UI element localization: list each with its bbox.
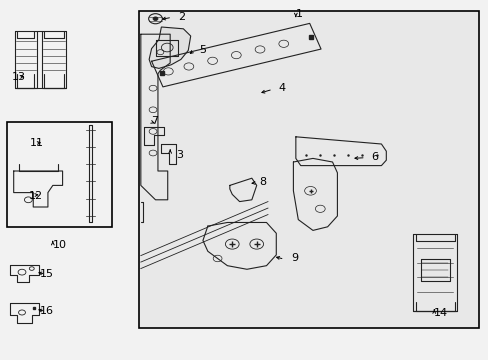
Text: 7: 7 [151,116,159,126]
PathPatch shape [149,27,190,68]
Text: 11: 11 [29,138,43,148]
Text: 8: 8 [259,177,266,187]
Text: 15: 15 [40,269,54,279]
Text: 16: 16 [40,306,54,316]
Circle shape [153,17,158,21]
Text: 4: 4 [278,83,285,93]
Text: 1: 1 [295,9,302,19]
Text: 14: 14 [433,308,447,318]
Text: 12: 12 [28,191,42,201]
Text: 13: 13 [12,72,26,82]
Text: 5: 5 [199,45,206,55]
Bar [7,122,112,227]
Text: 3: 3 [176,150,183,160]
Text: 6: 6 [371,152,378,162]
Bar [139,11,478,328]
Text: 10: 10 [53,240,67,250]
Text: 9: 9 [290,253,298,264]
Text: 2: 2 [178,12,185,22]
